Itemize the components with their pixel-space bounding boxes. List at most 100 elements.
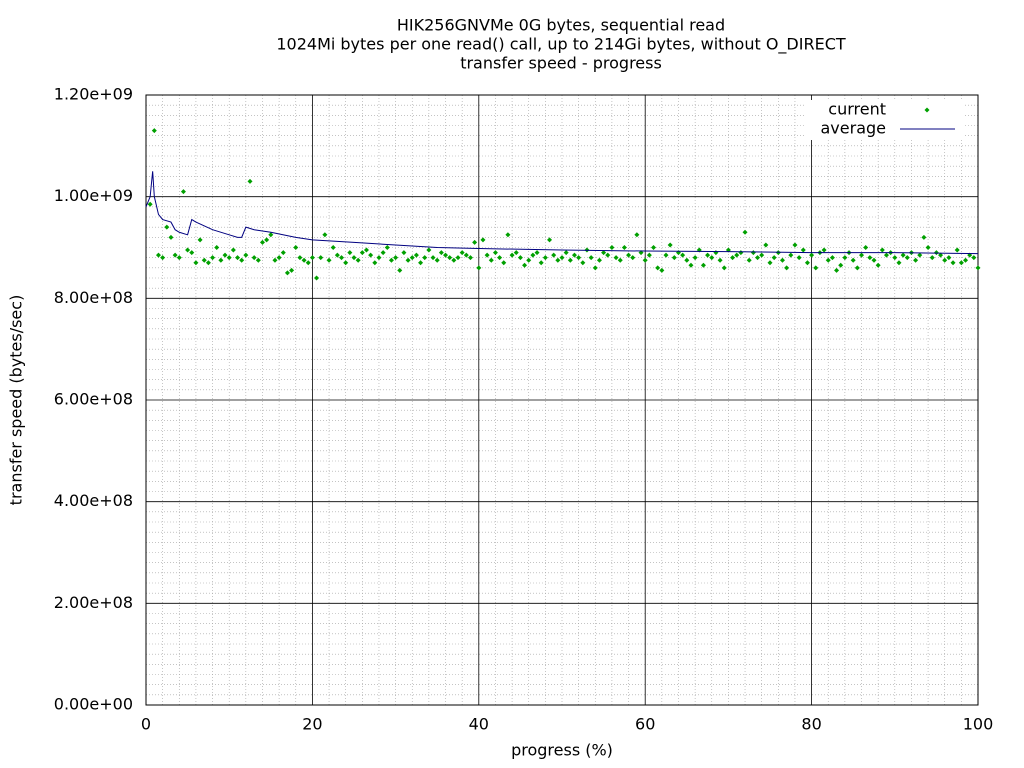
data-point: [205, 260, 211, 266]
y-tick-label: 1.20e+09: [54, 85, 133, 104]
data-point: [434, 257, 440, 263]
data-point: [588, 255, 594, 261]
data-point: [946, 255, 952, 261]
data-point: [451, 257, 457, 263]
data-point: [492, 250, 498, 256]
data-point: [838, 262, 844, 268]
data-point: [813, 265, 819, 271]
data-point: [438, 250, 444, 256]
y-tick-label: 1.00e+09: [54, 186, 133, 205]
legend-swatch: [924, 107, 930, 113]
y-tick-label: 6.00e+08: [54, 390, 133, 409]
data-point: [742, 229, 748, 235]
chart-title: transfer speed - progress: [460, 54, 662, 73]
x-tick-label: 0: [141, 715, 151, 734]
data-point: [792, 242, 798, 248]
data-point: [734, 252, 740, 258]
data-point: [517, 255, 523, 261]
data-point: [576, 255, 582, 261]
data-point: [854, 265, 860, 271]
data-point: [168, 234, 174, 240]
chart-title: HIK256GNVMe 0G bytes, sequential read: [397, 16, 725, 35]
data-point: [189, 250, 195, 256]
data-point: [863, 245, 869, 250]
data-point: [596, 257, 602, 263]
data-point: [322, 232, 328, 238]
data-point: [347, 250, 353, 256]
data-point: [505, 232, 511, 238]
data-point: [601, 250, 607, 256]
data-point: [388, 257, 394, 263]
data-point: [655, 265, 661, 271]
data-point: [251, 255, 257, 261]
data-point: [284, 270, 290, 276]
data-point: [954, 247, 960, 253]
data-point: [372, 260, 378, 266]
data-point: [197, 237, 203, 243]
data-point: [526, 257, 532, 263]
data-point: [226, 255, 232, 261]
data-point: [842, 255, 848, 261]
data-point: [634, 232, 640, 238]
data-point: [301, 257, 307, 263]
data-point: [692, 255, 698, 261]
chart-title: 1024Mi bytes per one read() call, up to …: [276, 35, 846, 55]
data-point: [867, 255, 873, 261]
data-point: [659, 267, 665, 273]
data-point: [651, 245, 657, 250]
data-point: [667, 242, 673, 248]
data-point: [896, 260, 902, 266]
data-point: [413, 252, 419, 258]
data-point: [784, 265, 790, 271]
y-tick-label: 4.00e+08: [54, 491, 133, 510]
data-point: [788, 252, 794, 258]
data-point: [160, 255, 166, 261]
x-tick-label: 100: [963, 715, 994, 734]
data-point: [547, 237, 553, 243]
data-point: [713, 250, 719, 256]
data-point: [393, 255, 399, 261]
data-point: [958, 260, 964, 266]
data-point: [567, 257, 573, 263]
data-point: [276, 255, 282, 261]
data-point: [717, 257, 723, 263]
data-point: [334, 252, 340, 258]
data-point: [463, 252, 469, 258]
data-point: [255, 257, 261, 263]
data-point: [883, 252, 889, 258]
data-point: [929, 255, 935, 261]
y-tick-label: 8.00e+08: [54, 288, 133, 307]
data-point: [309, 255, 315, 261]
data-point: [571, 252, 577, 258]
data-point: [721, 265, 727, 271]
legend-label: current: [828, 100, 886, 119]
data-point: [426, 247, 432, 253]
x-axis-label: progress (%): [511, 741, 613, 760]
data-point: [551, 252, 557, 258]
data-point: [763, 242, 769, 248]
data-point: [609, 245, 615, 250]
data-point: [542, 255, 548, 261]
data-point: [147, 201, 153, 207]
plot-border: [145, 94, 979, 706]
data-point: [871, 257, 877, 263]
data-point: [210, 255, 216, 261]
data-point: [646, 252, 652, 258]
data-point: [293, 245, 299, 250]
legend-label: average: [821, 119, 887, 138]
x-tick-label: 80: [801, 715, 821, 734]
data-point: [359, 250, 365, 256]
data-point: [975, 265, 981, 271]
data-point: [467, 255, 473, 261]
data-point: [538, 260, 544, 266]
data-point: [497, 255, 503, 261]
data-point: [738, 250, 744, 256]
data-point: [418, 260, 424, 266]
data-point: [925, 245, 931, 250]
data-point: [176, 255, 182, 261]
data-point: [151, 128, 157, 134]
data-point: [397, 267, 403, 273]
data-point: [730, 255, 736, 261]
data-point: [942, 257, 948, 263]
